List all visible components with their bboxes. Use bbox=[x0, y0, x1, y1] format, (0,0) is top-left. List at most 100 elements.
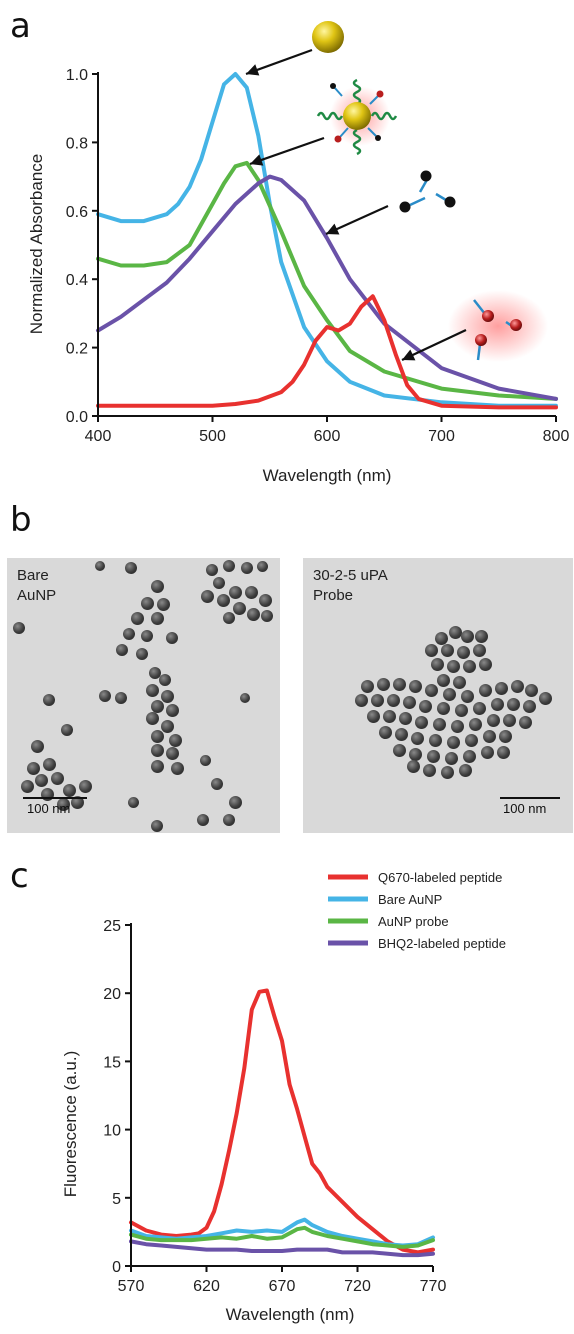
tem-particle bbox=[382, 709, 396, 723]
absorbance-y-axis-label: Normalized Absorbance bbox=[27, 154, 46, 334]
tem-particle bbox=[115, 692, 127, 704]
tem-particle bbox=[424, 683, 438, 697]
tem-particle bbox=[426, 749, 440, 763]
a-series-line-0 bbox=[96, 72, 558, 408]
tem-particle bbox=[376, 677, 390, 691]
quencher-dot-2 bbox=[375, 135, 381, 141]
tem-left-scale-bar bbox=[23, 797, 87, 799]
tem-particle bbox=[160, 719, 174, 733]
c-x-tick-label-4: 770 bbox=[420, 1278, 447, 1295]
tem-particle bbox=[140, 596, 154, 610]
tem-particle bbox=[434, 631, 448, 645]
tem-particle bbox=[392, 677, 406, 691]
tem-particle bbox=[150, 759, 164, 773]
tem-particle bbox=[166, 632, 178, 644]
tem-particle bbox=[26, 761, 40, 775]
tem-particle bbox=[170, 761, 184, 775]
tem-right-scale-bar bbox=[500, 797, 560, 799]
peptide-strand-top bbox=[352, 78, 362, 106]
tem-particle bbox=[506, 697, 520, 711]
tem-particle bbox=[258, 593, 272, 607]
tem-particle bbox=[406, 759, 420, 773]
c-x-tick-label-2: 670 bbox=[269, 1278, 296, 1295]
tem-particle bbox=[464, 733, 478, 747]
c-x-tick-label-0: 570 bbox=[118, 1278, 145, 1295]
tem-left-label: Bare AuNP bbox=[17, 567, 57, 604]
fluorescence-x-axis-label: Wavelength (nm) bbox=[226, 1305, 355, 1324]
tem-particle bbox=[424, 643, 438, 657]
tem-particle bbox=[56, 797, 70, 811]
c-series-line-2 bbox=[129, 1225, 435, 1249]
tem-particle bbox=[486, 713, 500, 727]
tem-particle bbox=[442, 687, 456, 701]
tem-particle bbox=[223, 612, 235, 624]
tem-particle bbox=[165, 746, 179, 760]
a-x-tick-label-2: 600 bbox=[314, 428, 341, 445]
c-y-tick-label-1: 5 bbox=[112, 1191, 121, 1208]
c-y-tick-label-4: 20 bbox=[103, 986, 121, 1003]
tem-particle bbox=[446, 735, 460, 749]
tem-particle bbox=[408, 747, 422, 761]
q670-glow bbox=[448, 290, 548, 362]
tem-particle bbox=[408, 679, 422, 693]
tem-particle bbox=[123, 628, 135, 640]
tem-particle bbox=[502, 713, 516, 727]
arrow-probe bbox=[249, 136, 325, 166]
tem-particle bbox=[159, 674, 171, 686]
fluorescence-y-axis-label: Fluorescence (a.u.) bbox=[61, 1051, 80, 1197]
fluorescence-legend: Q670-labeled peptide Bare AuNP AuNP probe B… bbox=[328, 870, 506, 951]
arrow-probe-head bbox=[250, 154, 264, 166]
tem-particle bbox=[494, 681, 508, 695]
q670-linker-3 bbox=[476, 343, 482, 361]
tem-particle bbox=[460, 689, 474, 703]
tem-particle bbox=[468, 717, 482, 731]
absorbance-series-group bbox=[96, 72, 558, 410]
tem-particle bbox=[414, 715, 428, 729]
peptide-strand-right bbox=[370, 111, 398, 121]
panel-label-b: b bbox=[10, 500, 32, 540]
tem-particle bbox=[538, 691, 552, 705]
tem-particle bbox=[454, 703, 468, 717]
a-series-line-3 bbox=[96, 294, 558, 410]
tem-particle bbox=[99, 690, 111, 702]
panel-label-a: a bbox=[10, 6, 31, 46]
tem-particle bbox=[462, 749, 476, 763]
absorbance-chart: 0.0 0.2 0.4 0.6 0.8 1.0 400 500 600 700 800 Wavele… bbox=[27, 21, 570, 485]
a-x-tick-label-1: 500 bbox=[199, 428, 226, 445]
tem-particle bbox=[472, 701, 486, 715]
tem-particle bbox=[62, 783, 76, 797]
tem-particle bbox=[30, 739, 44, 753]
tem-particle bbox=[150, 699, 164, 713]
tem-particle bbox=[78, 779, 92, 793]
c-y-tick-label-3: 15 bbox=[103, 1054, 121, 1071]
tem-particle bbox=[450, 719, 464, 733]
a-y-tick-label-0: 0.0 bbox=[66, 409, 88, 426]
q670-dot-2 bbox=[510, 319, 522, 331]
a-x-tick-label-0: 400 bbox=[85, 428, 112, 445]
tem-particle bbox=[241, 562, 253, 574]
tem-particle bbox=[460, 629, 474, 643]
fluorescence-axes: 0 5 10 15 20 25 570 620 670 720 770 bbox=[103, 918, 446, 1295]
tem-particle bbox=[386, 693, 400, 707]
tem-particle bbox=[244, 585, 258, 599]
tem-particle bbox=[448, 625, 462, 639]
tem-particle bbox=[95, 561, 105, 571]
q670-linker-1 bbox=[473, 299, 486, 315]
tem-particle bbox=[20, 779, 34, 793]
a-series-line-1 bbox=[96, 160, 558, 401]
tem-particle bbox=[13, 622, 25, 634]
tem-particle bbox=[354, 693, 368, 707]
a-x-tick-label-4: 800 bbox=[543, 428, 570, 445]
arrow-bare-aunp-head bbox=[246, 64, 260, 76]
linker-1 bbox=[333, 86, 343, 97]
tem-particle bbox=[410, 731, 424, 745]
tem-particle bbox=[156, 597, 170, 611]
quencher-dot-1 bbox=[330, 83, 336, 89]
tem-particle bbox=[168, 733, 182, 747]
tem-particle bbox=[211, 778, 223, 790]
tem-particle bbox=[440, 643, 454, 657]
arrow-q670-head bbox=[402, 349, 416, 361]
tem-particle bbox=[402, 695, 416, 709]
tem-particle bbox=[432, 717, 446, 731]
a-y-tick-label-2: 0.4 bbox=[66, 272, 88, 289]
